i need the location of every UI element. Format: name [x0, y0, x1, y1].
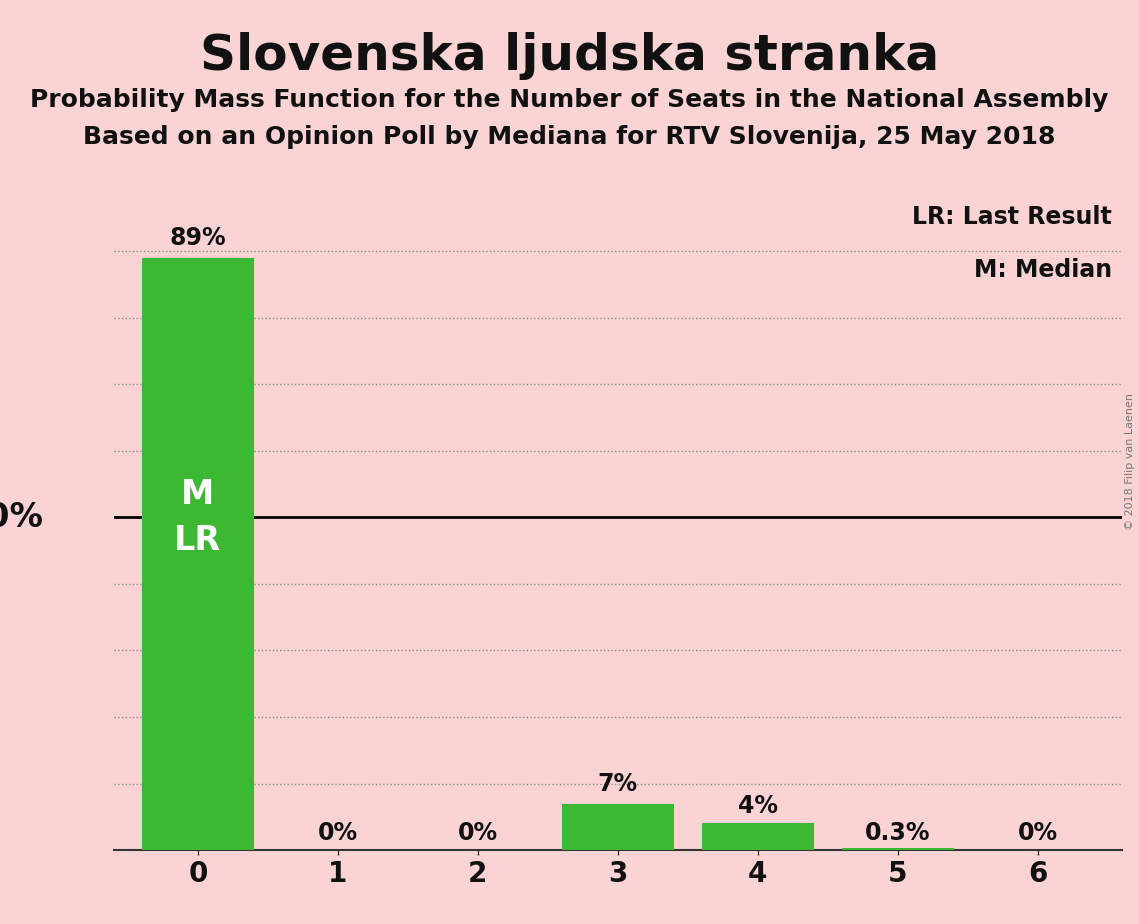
Text: 0%: 0%	[1018, 821, 1058, 845]
Text: 0%: 0%	[458, 821, 498, 845]
Text: 89%: 89%	[170, 226, 227, 250]
Bar	[702, 823, 814, 850]
Text: M
LR: M LR	[174, 478, 221, 557]
Bar	[842, 848, 953, 850]
Text: © 2018 Filip van Laenen: © 2018 Filip van Laenen	[1125, 394, 1134, 530]
Text: M: Median: M: Median	[974, 258, 1112, 282]
Text: Based on an Opinion Poll by Mediana for RTV Slovenija, 25 May 2018: Based on an Opinion Poll by Mediana for …	[83, 125, 1056, 149]
Text: 7%: 7%	[598, 772, 638, 796]
Text: Probability Mass Function for the Number of Seats in the National Assembly: Probability Mass Function for the Number…	[31, 88, 1108, 112]
Text: LR: Last Result: LR: Last Result	[912, 205, 1112, 229]
Text: 0.3%: 0.3%	[866, 821, 931, 845]
Bar	[142, 258, 254, 850]
Text: 0%: 0%	[318, 821, 358, 845]
Text: 4%: 4%	[738, 794, 778, 818]
Text: Slovenska ljudska stranka: Slovenska ljudska stranka	[200, 32, 939, 80]
Bar	[562, 804, 674, 850]
Text: 50%: 50%	[0, 501, 43, 534]
